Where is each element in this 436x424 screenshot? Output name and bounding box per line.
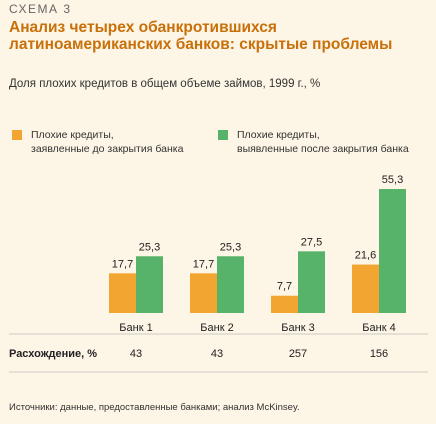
divergence-value-2: 43 <box>211 348 223 360</box>
divergence-label: Расхождение, % <box>9 348 97 360</box>
scheme-label: СХЕМА 3 <box>9 2 72 16</box>
bar-revealed-3 <box>298 251 325 313</box>
data-label-revealed-3: 27,5 <box>301 236 322 248</box>
bar-declared-1 <box>109 273 136 313</box>
chart-title: Анализ четырех обанкротившихся латиноаме… <box>9 19 393 53</box>
bar-declared-3 <box>271 295 298 313</box>
data-label-revealed-2: 25,3 <box>220 241 241 253</box>
category-label-3: Банк 3 <box>281 322 314 334</box>
bar-revealed-4 <box>379 189 406 313</box>
divergence-value-3: 257 <box>289 348 307 360</box>
divergence-value-1: 43 <box>130 348 142 360</box>
category-label-2: Банк 2 <box>200 322 233 334</box>
bar-revealed-2 <box>217 256 244 313</box>
legend-swatch-revealed <box>218 130 228 140</box>
chart-subtitle: Доля плохих кредитов в общем объеме займ… <box>9 78 321 90</box>
data-label-declared-1: 17,7 <box>112 258 133 270</box>
legend-label-declared: Плохие кредиты, заявленные до закрытия б… <box>31 129 184 155</box>
legend-swatch-declared <box>12 130 22 140</box>
legend-label-revealed: Плохие кредиты, выявленные после закрыти… <box>237 129 409 155</box>
data-label-declared-2: 17,7 <box>193 258 214 270</box>
bar-declared-4 <box>352 264 379 313</box>
category-label-4: Банк 4 <box>362 322 395 334</box>
category-label-1: Банк 1 <box>119 322 152 334</box>
data-label-revealed-1: 25,3 <box>139 241 160 253</box>
legend-item-declared: Плохие кредиты, заявленные до закрытия б… <box>12 128 183 156</box>
data-label-declared-3: 7,7 <box>277 281 292 293</box>
bar-revealed-1 <box>136 256 163 313</box>
legend-item-revealed: Плохие кредиты, выявленные после закрыти… <box>218 128 409 156</box>
data-label-declared-4: 21,6 <box>355 250 376 262</box>
source-note: Источники: данные, предоставленные банка… <box>9 402 300 413</box>
data-label-revealed-4: 55,3 <box>382 174 403 186</box>
divergence-value-4: 156 <box>370 348 388 360</box>
bar-declared-2 <box>190 273 217 313</box>
